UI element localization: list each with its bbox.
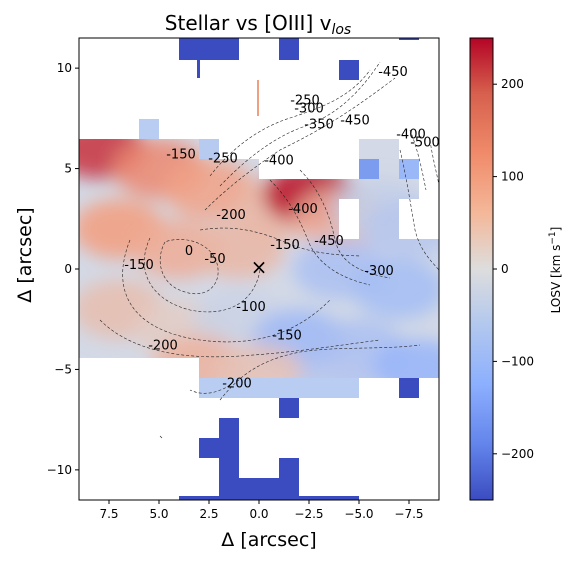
contour-label: -250 <box>290 93 320 108</box>
contour-label: -200 <box>148 338 178 353</box>
pixel-patches <box>139 38 419 500</box>
contour-label: -350 <box>304 117 334 132</box>
empty-regions <box>79 38 439 500</box>
y-tick-label: 5 <box>64 162 72 176</box>
contour-label: -300 <box>364 264 394 279</box>
contour-label: -400 <box>396 127 426 142</box>
contour-label: -100 <box>236 300 266 315</box>
colorbar-label: LOSV [km s−1] <box>548 227 563 314</box>
contour-label: -150 <box>124 258 154 273</box>
contour-label: -50 <box>204 252 225 267</box>
x-tick-label: −7.5 <box>394 507 423 521</box>
colorbar: 200 100 0 −100 −200 LOSV [km s−1] <box>469 37 563 501</box>
contour-label: -200 <box>222 377 252 392</box>
y-tick-label: −10 <box>47 463 72 477</box>
x-tick-label: 5.0 <box>149 507 168 521</box>
colorbar-tick-label: −200 <box>501 447 534 461</box>
y-axis-ticks: 10 5 0 −5 −10 <box>47 61 79 477</box>
y-axis-label: Δ [arcsec] <box>14 207 36 302</box>
colorbar-tick-label: 200 <box>501 77 524 91</box>
contour-label: -400 <box>288 202 318 217</box>
chart-title-subscript: los <box>331 22 351 38</box>
x-tick-label: 7.5 <box>99 507 118 521</box>
center-marker: × <box>251 255 268 279</box>
contour-label: -400 <box>264 154 294 169</box>
contour-label: -450 <box>314 234 344 249</box>
contour-label: -450 <box>378 65 408 80</box>
contour-label: -250 <box>208 152 238 167</box>
colorbar-label-main: LOSV [km s <box>549 245 563 314</box>
colorbar-gradient <box>469 37 494 501</box>
y-tick-label: 10 <box>57 61 72 75</box>
contour-lines <box>99 61 439 439</box>
x-axis-label: Δ [arcsec] <box>221 529 316 551</box>
contour-label: -200 <box>216 208 246 223</box>
contour-label: -150 <box>270 238 300 253</box>
chart-title: Stellar vs [OIII] vlos <box>165 11 351 38</box>
x-tick-label: −2.5 <box>294 507 323 521</box>
x-tick-label: 2.5 <box>199 507 218 521</box>
velocity-blob <box>353 259 439 320</box>
contour-label: -450 <box>340 113 370 128</box>
x-tick-label: −5.0 <box>344 507 373 521</box>
y-tick-label: 0 <box>64 262 72 276</box>
contour-label: -500 <box>410 135 440 150</box>
x-tick-label: 0.0 <box>249 507 268 521</box>
contour-label: -150 <box>166 148 196 163</box>
contour-labels: -250-300-350 -450-450-400-500-150 -250 -400… <box>124 65 440 392</box>
contour-label: -300 <box>294 101 324 116</box>
colorbar-label-suffix: ] <box>549 227 563 232</box>
colorbar-tick-label: 100 <box>501 170 524 184</box>
chart-title-main: Stellar vs [OIII] v <box>165 11 332 35</box>
velocity-map <box>79 38 439 500</box>
contour-label: 0 <box>185 244 193 259</box>
colorbar-ticks: 200 100 0 −100 −200 <box>493 77 534 461</box>
contour-label: -150 <box>272 328 302 343</box>
colorbar-label-superscript: −1 <box>548 231 558 244</box>
x-axis-ticks: 7.5 5.0 2.5 0.0 −2.5 −5.0 −7.5 <box>99 500 424 521</box>
colorbar-tick-label: −100 <box>501 354 534 368</box>
colorbar-tick-label: 0 <box>501 262 509 276</box>
y-tick-label: −5 <box>54 362 72 376</box>
plot-area: -250-300-350 -450-450-400-500-150 -250 -400… <box>79 38 440 500</box>
